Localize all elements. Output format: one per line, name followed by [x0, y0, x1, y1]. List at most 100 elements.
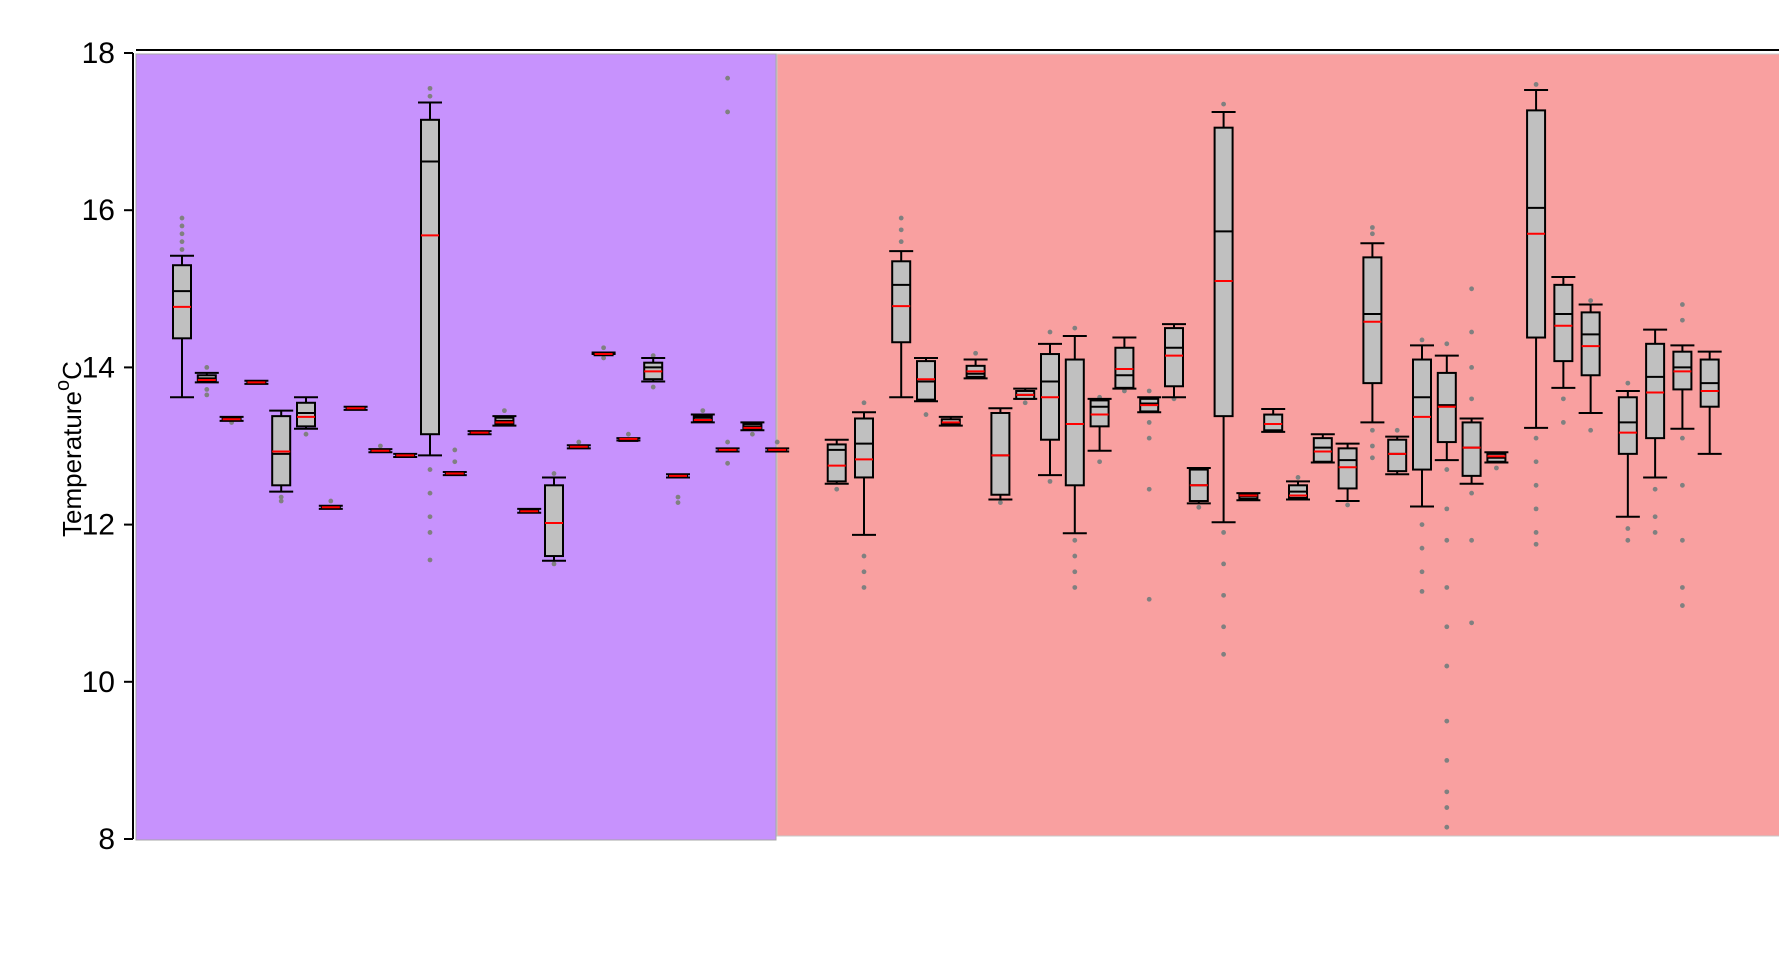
outlier-point: [1444, 805, 1450, 810]
outlier-point: [861, 553, 867, 559]
outlier-point: [1146, 435, 1152, 441]
outlier-point: [1444, 537, 1450, 543]
outlier-point: [179, 247, 185, 252]
outlier-point: [1469, 537, 1474, 543]
box-group: [1162, 323, 1186, 402]
outlier-point: [1370, 231, 1375, 237]
outlier-point: [1560, 396, 1566, 402]
outlier-point: [675, 500, 681, 505]
outlier-point: [1533, 530, 1539, 535]
y-axis-title-superscript: o: [52, 380, 74, 391]
outlier-point: [1680, 317, 1685, 323]
outlier-point: [179, 223, 185, 229]
outlier-point: [650, 353, 656, 359]
outlier-point: [1588, 298, 1594, 303]
box-group: [1335, 442, 1360, 508]
outlier-point: [1146, 486, 1152, 492]
outlier-point: [328, 498, 334, 504]
y-tick-label: 14: [82, 351, 115, 384]
outlier-point: [1072, 569, 1078, 575]
outlier-point: [179, 215, 185, 221]
outlier-point: [1097, 459, 1102, 465]
box-group: [666, 473, 690, 505]
box-iqr: [854, 417, 874, 479]
outlier-point: [1469, 620, 1474, 626]
box-iqr: [1526, 109, 1547, 339]
box-iqr: [1617, 396, 1638, 455]
outlier-point: [1419, 522, 1425, 527]
outlier-point: [1221, 651, 1226, 657]
box-group: [1697, 350, 1722, 455]
box-group: [244, 379, 269, 385]
outlier-point: [179, 231, 185, 237]
box-group: [988, 407, 1013, 505]
box-iqr: [1412, 358, 1432, 471]
box-group: [765, 439, 790, 453]
outlier-point: [1221, 624, 1226, 630]
outlier-point: [1680, 603, 1685, 608]
outlier-point: [1146, 388, 1152, 394]
box-group: [442, 447, 467, 477]
outlier-point: [1469, 329, 1474, 335]
outlier-point: [1345, 502, 1350, 508]
outlier-point: [1072, 325, 1078, 331]
box-group: [1578, 298, 1603, 433]
y-axis-title-unit: C: [57, 361, 87, 380]
outlier-point: [1533, 541, 1539, 547]
box-iqr: [1645, 342, 1666, 440]
y-axis-title: TemperatureoC: [52, 361, 87, 537]
outlier-point: [1444, 506, 1450, 512]
box-iqr: [1213, 126, 1234, 418]
outlier-point: [1444, 758, 1450, 763]
outlier-point: [1221, 561, 1226, 567]
outlier-point: [1680, 302, 1685, 307]
outlier-point: [204, 365, 210, 370]
outlier-point: [378, 443, 383, 449]
outlier-point: [1469, 490, 1474, 496]
outlier-point: [725, 439, 730, 445]
box-group: [1112, 336, 1137, 394]
outlier-point: [1560, 420, 1566, 425]
region-backgrounds: [135, 49, 1779, 841]
region-2-background: [776, 53, 1779, 837]
y-tick-label: 12: [82, 509, 115, 542]
outlier-point: [502, 408, 507, 414]
outlier-point: [1625, 526, 1631, 531]
box-group: [542, 471, 566, 567]
box-iqr: [1387, 438, 1408, 473]
box-group: [492, 408, 517, 427]
outlier-point: [1533, 459, 1539, 465]
outlier-point: [576, 439, 582, 445]
box-group: [343, 405, 368, 411]
outlier-point: [725, 460, 730, 466]
box-iqr: [916, 360, 936, 401]
outlier-point: [551, 561, 557, 567]
box-group: [1524, 82, 1549, 547]
y-tick-label: 16: [82, 194, 115, 227]
box-group: [393, 452, 418, 459]
box-group: [1038, 329, 1062, 484]
box-iqr: [1114, 346, 1135, 389]
outlier-point: [725, 75, 730, 81]
outlier-point: [1419, 589, 1425, 594]
outlier-point: [1625, 537, 1631, 543]
outlier-point: [452, 447, 458, 453]
outlier-point: [1047, 329, 1053, 335]
outlier-point: [427, 93, 433, 99]
box-group: [1310, 433, 1335, 464]
box-group: [824, 438, 849, 492]
outlier-point: [1122, 388, 1127, 394]
box-group: [318, 498, 343, 510]
box-group: [1087, 394, 1112, 465]
outlier-point: [278, 498, 284, 504]
box-group: [914, 356, 938, 417]
outlier-point: [1469, 286, 1474, 292]
box-group: [517, 507, 542, 514]
box-group: [1670, 302, 1695, 608]
outlier-point: [427, 490, 433, 496]
box-group: [194, 365, 219, 398]
box-iqr: [420, 118, 440, 436]
outlier-point: [1146, 596, 1152, 602]
outlier-point: [1444, 467, 1450, 472]
box-group: [1062, 325, 1087, 590]
